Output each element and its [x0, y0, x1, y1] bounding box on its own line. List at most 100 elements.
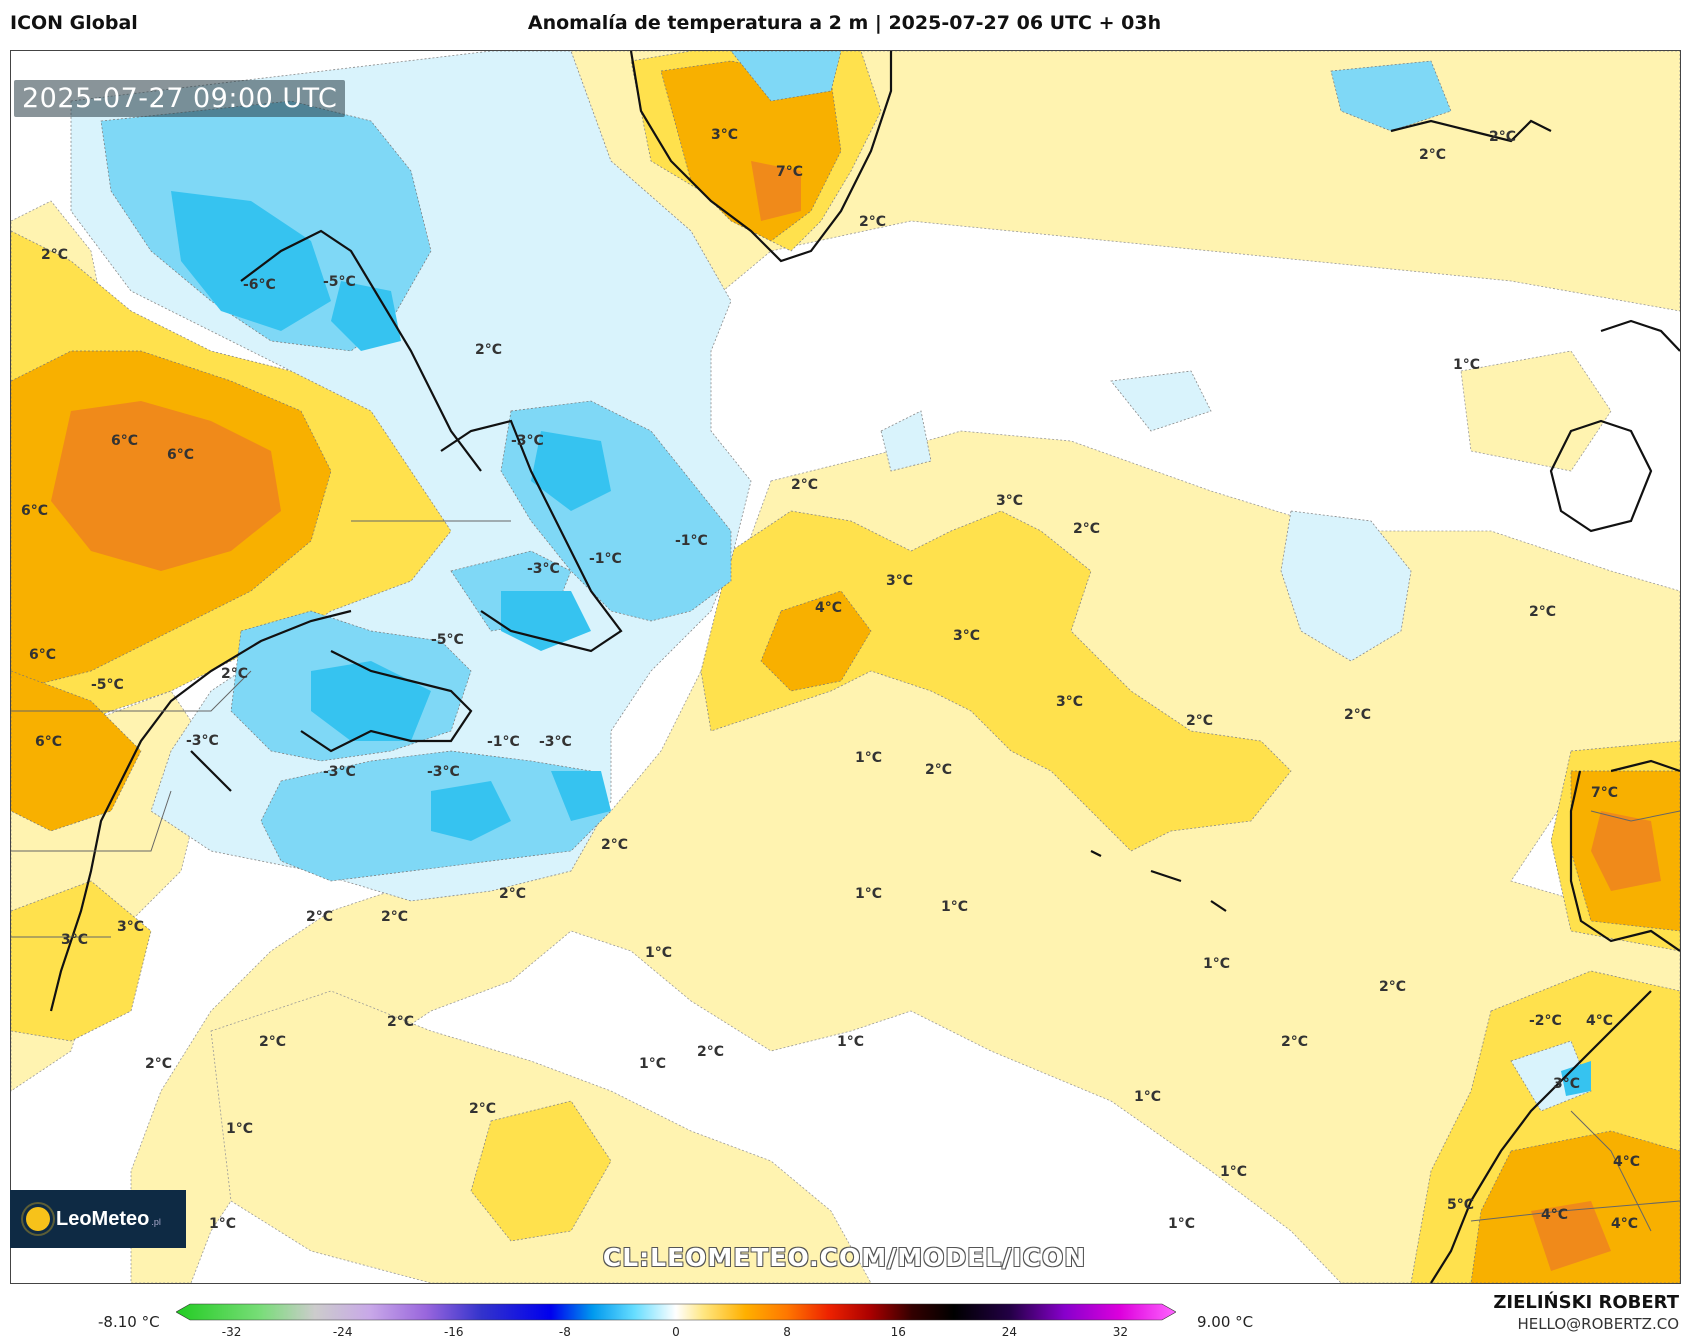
temperature-labels: 3°C 7°C 2°C 2°C 2°C 2°C -6°C -5°C 2°C 1°…	[21, 127, 1640, 1232]
temp-label: -3°C	[186, 733, 219, 749]
temp-label: 2°C	[381, 909, 408, 925]
temp-label: -3°C	[323, 764, 356, 780]
temp-label: -5°C	[323, 274, 356, 290]
temp-label: 2°C	[259, 1034, 286, 1050]
colorbar	[176, 1303, 1176, 1321]
temp-label: 1°C	[1203, 956, 1230, 972]
model-name: ICON Global	[10, 12, 138, 34]
temp-label: 2°C	[41, 247, 68, 263]
temp-label: 1°C	[1134, 1089, 1161, 1105]
leometeo-logo[interactable]: LeoMeteo .pl	[10, 1190, 186, 1248]
temp-label: 1°C	[941, 899, 968, 915]
map-title: Anomalía de temperatura a 2 m | 2025-07-…	[527, 12, 1162, 34]
logo-name: LeoMeteo	[56, 1207, 150, 1230]
coastlines	[49, 51, 1680, 1283]
temp-label: -3°C	[427, 764, 460, 780]
colorbar-tick: -24	[332, 1325, 353, 1339]
colorbar-tick: -8	[558, 1325, 571, 1339]
temp-label: 1°C	[1453, 357, 1480, 373]
sun-icon	[26, 1207, 50, 1231]
colorbar-tick: 16	[890, 1325, 906, 1339]
temp-label: 2°C	[221, 666, 248, 682]
temp-label: -1°C	[675, 533, 708, 549]
logo-suffix: .pl	[151, 1216, 161, 1227]
temp-label: 5°C	[1447, 1197, 1474, 1213]
temp-label: 4°C	[1611, 1216, 1638, 1232]
temp-label: 6°C	[29, 647, 56, 663]
temp-label: -3°C	[527, 561, 560, 577]
temp-label: 1°C	[639, 1056, 666, 1072]
warm-dark-fields	[51, 161, 1661, 1271]
temp-label: 2°C	[1073, 521, 1100, 537]
temp-label: -5°C	[91, 677, 124, 693]
temp-label: 2°C	[1281, 1034, 1308, 1050]
admin-borders	[11, 520, 1680, 1232]
colorbar-tick: 8	[783, 1325, 791, 1339]
temp-label: 6°C	[111, 433, 138, 449]
temp-label: 2°C	[1419, 147, 1446, 163]
temp-label: 1°C	[209, 1216, 236, 1232]
temp-label: 2°C	[499, 886, 526, 902]
temp-label: 2°C	[697, 1044, 724, 1060]
temp-label: 3°C	[117, 919, 144, 935]
temp-label: 2°C	[1489, 129, 1516, 145]
temp-label: 3°C	[711, 127, 738, 143]
temp-label: 1°C	[855, 750, 882, 766]
temp-label: 2°C	[1379, 979, 1406, 995]
temp-label: 2°C	[1344, 707, 1371, 723]
temp-label: -5°C	[431, 632, 464, 648]
temp-label: 7°C	[1591, 785, 1618, 801]
map-canvas: 3°C 7°C 2°C 2°C 2°C 2°C -6°C -5°C 2°C 1°…	[11, 51, 1680, 1283]
temp-label: 4°C	[1586, 1013, 1613, 1029]
temp-label: 1°C	[226, 1121, 253, 1137]
anomaly-map[interactable]: 3°C 7°C 2°C 2°C 2°C 2°C -6°C -5°C 2°C 1°…	[10, 50, 1681, 1284]
author-email[interactable]: HELLO@ROBERTZ.CO	[1517, 1315, 1679, 1333]
logo-text: LeoMeteo .pl	[56, 1208, 161, 1231]
temp-label: 6°C	[167, 447, 194, 463]
temp-label: 1°C	[645, 945, 672, 961]
temp-label: 6°C	[35, 734, 62, 750]
temp-label: -2°C	[1529, 1013, 1562, 1029]
temp-label: 2°C	[1186, 713, 1213, 729]
temp-label: 1°C	[855, 886, 882, 902]
temp-label: -3°C	[539, 734, 572, 750]
temp-label: 4°C	[1613, 1154, 1640, 1170]
temp-label: 1°C	[1220, 1164, 1247, 1180]
temp-label: 2°C	[306, 909, 333, 925]
colorbar-tick: 32	[1112, 1325, 1129, 1339]
colorbar-tick: -32	[221, 1325, 242, 1339]
temp-label: 2°C	[387, 1014, 414, 1030]
temp-label: 6°C	[21, 503, 48, 519]
temp-label: 2°C	[1529, 604, 1556, 620]
temp-label: 3°C	[953, 628, 980, 644]
temp-label: 2°C	[475, 342, 502, 358]
temp-label: 3°C	[1553, 1076, 1580, 1092]
temp-label: 3°C	[61, 932, 88, 948]
temp-label: 2°C	[791, 477, 818, 493]
temp-label: -6°C	[243, 277, 276, 293]
temp-label: -3°C	[511, 433, 544, 449]
temp-label: 4°C	[1541, 1207, 1568, 1223]
source-url[interactable]: CL:LEOMETEO.COM/MODEL/ICON	[602, 1243, 1087, 1272]
colorbar-tick: 0	[672, 1325, 680, 1339]
cool-dark-fields	[171, 191, 1591, 1096]
colorbar-tick: 24	[1001, 1325, 1017, 1339]
temp-label: 2°C	[469, 1101, 496, 1117]
temp-label: 2°C	[859, 214, 886, 230]
author-name: ZIELIŃSKI ROBERT	[1493, 1292, 1679, 1313]
temp-label: -1°C	[487, 734, 520, 750]
temp-label: 2°C	[925, 762, 952, 778]
colorbar-max-label: 9.00 °C	[1197, 1313, 1254, 1331]
temp-label: 1°C	[1168, 1216, 1195, 1232]
temp-label: 3°C	[1056, 694, 1083, 710]
temp-label: 4°C	[815, 600, 842, 616]
temp-label: -1°C	[589, 551, 622, 567]
temp-label: 3°C	[886, 573, 913, 589]
valid-time-badge: 2025-07-27 09:00 UTC	[14, 80, 346, 117]
temp-label: 2°C	[601, 837, 628, 853]
temp-label: 7°C	[776, 164, 803, 180]
colorbar-min-label: -8.10 °C	[98, 1313, 160, 1331]
temp-label: 3°C	[996, 493, 1023, 509]
colorbar-tick: -16	[443, 1325, 464, 1339]
temp-label: 1°C	[837, 1034, 864, 1050]
